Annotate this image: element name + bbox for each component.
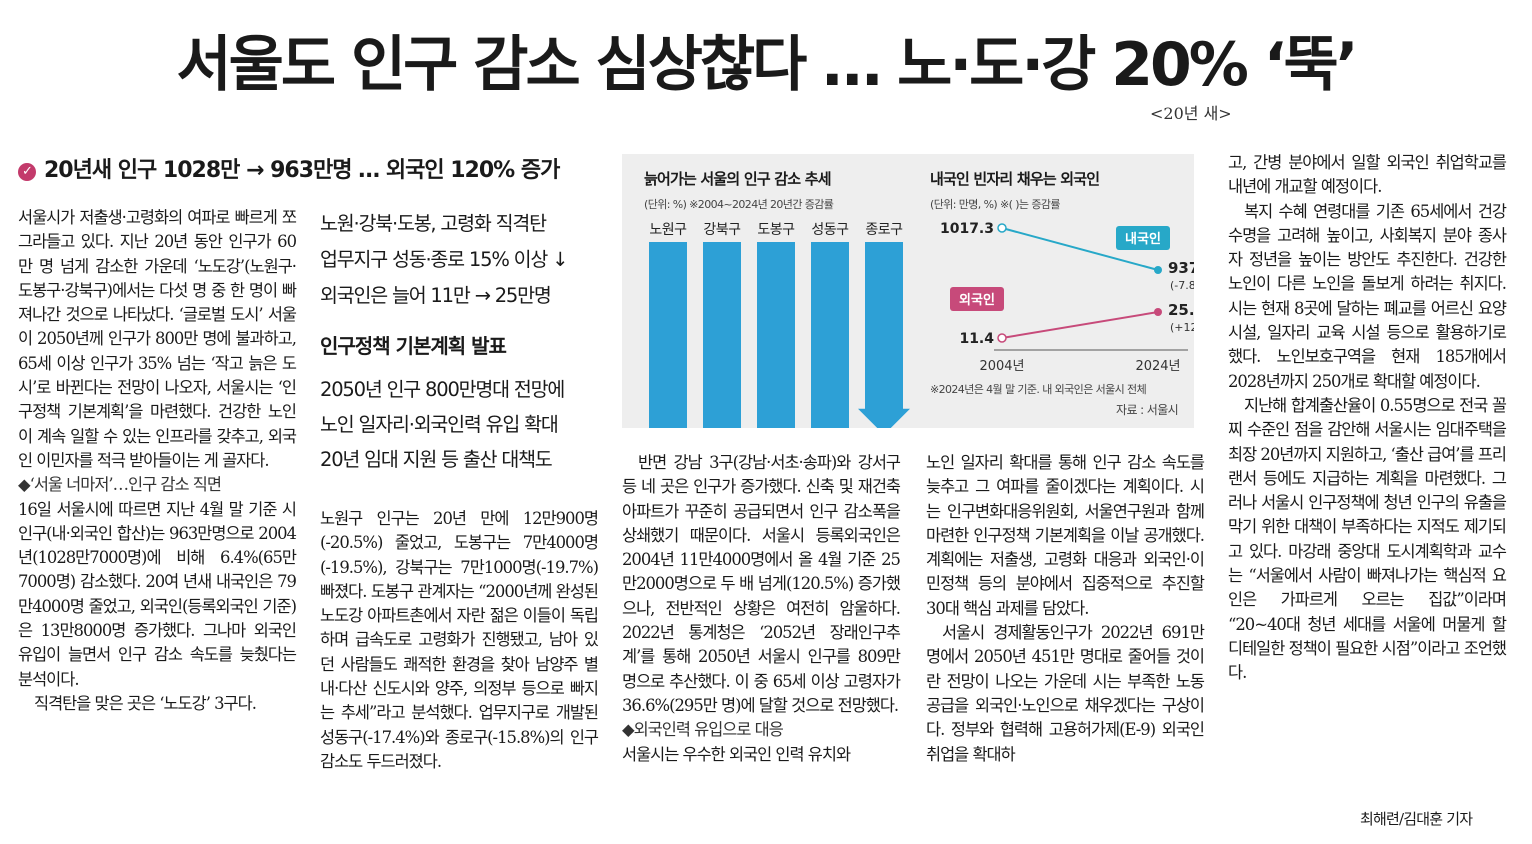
bar-category-label: 노원구: [649, 222, 687, 238]
article-column-4: 노인 일자리 확대를 통해 인구 감소 속도를 늦추고 그 여파를 줄이겠다는 …: [926, 451, 1205, 767]
section-subheading: ◆‘서울 너마저’…인구 감소 직면: [18, 475, 222, 495]
deck-line: 업무지구 성동·종로 15% 이상 ↓: [320, 248, 568, 271]
bar-arrow: [858, 242, 910, 428]
line-chart-note: (단위: 만명, %) ※( )는 증감률: [930, 198, 1060, 211]
bar-category-label: 도봉구: [757, 222, 795, 238]
series-line: [1001, 227, 1159, 271]
bar-arrow: [811, 242, 849, 428]
bar-chart-title: 늙어가는 서울의 인구 감소 추세: [644, 170, 832, 188]
change-label: (+120.5): [1170, 321, 1194, 334]
article-paragraph: 노인 일자리 확대를 통해 인구 감소 속도를 늦추고 그 여파를 줄이겠다는 …: [926, 453, 1205, 618]
line-chart-footnote: ※2024년은 4월 말 기준. 내 외국인은 서울시 전체: [930, 383, 1147, 396]
check-circle-icon: ✓: [18, 163, 36, 181]
data-value-label: 1017.3: [940, 221, 994, 237]
x-tick-label: 2024년: [1135, 359, 1180, 374]
article-column-3: 반면 강남 3구(강남·서초·송파)와 강서구 등 네 곳은 인구가 증가했다.…: [622, 451, 901, 767]
article-paragraph: 16일 서울시에 따르면 지난 4월 말 기준 시 인구(내·외국인 합산)는 …: [18, 499, 297, 689]
byline: 최해련/김대훈 기자: [1360, 810, 1473, 828]
bar-category-label: 성동구: [811, 222, 849, 238]
bar-chart: 노원구-20.5강북구-19.7도봉구-19.5성동구-17.4종로구-15.8: [649, 222, 910, 428]
series-line: [1001, 311, 1159, 339]
line-chart: 2004년 2024년 1017.3 937.8 (-7.8) 내국인 11.4 25.2 (+…: [940, 221, 1194, 374]
article-paragraph: 반면 강남 3구(강남·서초·송파)와 강서구 등 네 곳은 인구가 증가했다.…: [622, 453, 901, 715]
deck-summary: 노원·강북·도봉, 고령화 직격탄 업무지구 성동·종로 15% 이상 ↓ 외국…: [320, 206, 610, 314]
series-name-badge: [950, 287, 1004, 311]
headline: 서울도 인구 감소 심상찮다 … 노·도·강 20% ‘뚝’: [176, 30, 1358, 100]
article-paragraph: 복지 수혜 연령대를 기존 65세에서 건강수명을 고려해 높이고, 사회복지 …: [1228, 201, 1507, 391]
section-subheading: ◆외국인력 유입으로 대응: [622, 720, 784, 740]
article-column-5: 고, 간병 분야에서 일할 외국인 취업학교를 내년에 개교할 예정이다. 복지 …: [1228, 151, 1507, 686]
deck-heading: 인구정책 기본계획 발표: [320, 334, 507, 358]
change-label: (-7.8): [1170, 279, 1194, 292]
data-point: [997, 223, 1007, 233]
article-paragraph: 노원구 인구는 20년 만에 12만900명(-20.5%) 줄었고, 도봉구는…: [320, 509, 599, 771]
article-paragraph: 서울시 경제활동인구가 2022년 691만 명에서 2050년 451만 명대…: [926, 623, 1205, 764]
data-point: [1154, 308, 1162, 316]
bar-chart-note: (단위: %) ※2004~2024년 20년간 증감률: [644, 198, 834, 211]
data-point: [997, 333, 1007, 343]
series-name-label: 내국인: [1125, 231, 1161, 247]
deck-line: 노원·강북·도봉, 고령화 직격탄: [320, 212, 547, 235]
article-paragraph: 직격탄을 맞은 곳은 ‘노도강’ 3구다.: [34, 693, 257, 713]
bar-category-label: 강북구: [703, 222, 741, 238]
deck-summary-2: 2050년 인구 800만명대 전망에 노인 일자리·외국인력 유입 확대 20…: [320, 372, 565, 477]
infographic: 늙어가는 서울의 인구 감소 추세 (단위: %) ※2004~2024년 20…: [622, 154, 1194, 428]
article-paragraph: 고, 간병 분야에서 일할 외국인 취업학교를 내년에 개교할 예정이다.: [1228, 153, 1507, 197]
series-name-label: 외국인: [959, 292, 995, 308]
bar-arrow: [649, 242, 687, 428]
series-name-badge: [1116, 226, 1170, 250]
source-label: 자료 : 서울시: [1116, 403, 1179, 417]
subhead: ✓ 20년새 인구 1028만 → 963만명 … 외국인 120% 증가: [18, 152, 560, 184]
data-point: [1154, 266, 1162, 274]
deck-line: 2050년 인구 800만명대 전망에: [320, 378, 565, 401]
deck-line: 20년 임대 지원 등 출산 대책도: [320, 448, 553, 471]
headline-sub: <20년 새>: [1150, 104, 1232, 123]
data-value-label: 11.4: [959, 331, 994, 347]
line-chart-title: 내국인 빈자리 채우는 외국인: [930, 170, 1100, 188]
bar-arrow: [757, 242, 795, 428]
data-value-label: 25.2: [1168, 301, 1194, 319]
article-paragraph: 지난해 합계출산율이 0.55명으로 전국 꼴찌 수준인 점을 감안해 서울시는…: [1228, 395, 1507, 683]
subhead-text: 20년새 인구 1028만 → 963만명 … 외국인 120% 증가: [44, 158, 560, 183]
bar-category-label: 종로구: [865, 222, 903, 238]
article-paragraph: 서울시는 우수한 외국인 인력 유치와: [622, 744, 851, 764]
x-tick-label: 2004년: [979, 359, 1024, 374]
article-column-1: 서울시가 저출생·고령화의 여파로 빠르게 쪼그라들고 있다. 지난 20년 동…: [18, 206, 297, 716]
article-column-2: 노원구 인구는 20년 만에 12만900명(-20.5%) 줄었고, 도봉구는…: [320, 507, 599, 774]
data-value-label: 937.8: [1168, 259, 1194, 277]
deck-line: 노인 일자리·외국인력 유입 확대: [320, 413, 559, 436]
bar-arrow: [703, 242, 741, 428]
deck-line: 외국인은 늘어 11만 → 25만명: [320, 284, 552, 307]
article-paragraph: 서울시가 저출생·고령화의 여파로 빠르게 쪼그라들고 있다. 지난 20년 동…: [18, 208, 297, 470]
